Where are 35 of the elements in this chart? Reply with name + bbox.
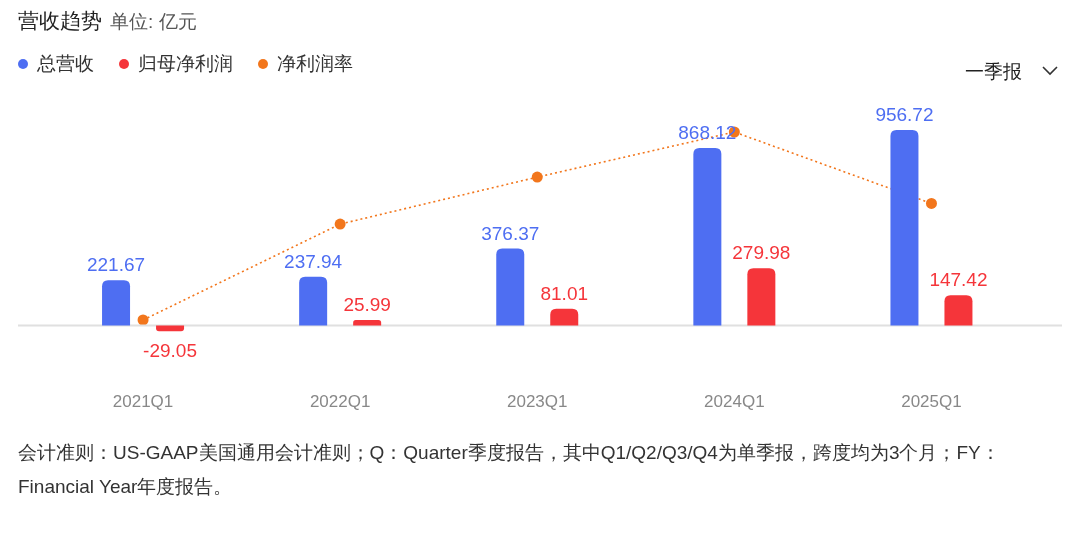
bar [890, 130, 919, 326]
legend-label: 总营收 [36, 53, 94, 74]
data-label: 237.94 [284, 250, 343, 272]
bar [693, 148, 722, 326]
text: 会计准则：US-GAAP美国通用会计准则；Q：Quarter季度报告，其中Q1/Q2/Q3/Q4为单季报，跨度均为3个月；FY：Financial Year年度报告。 [18, 441, 1001, 499]
bar [156, 325, 185, 332]
bar [496, 248, 525, 326]
legend: 净利润率 [258, 53, 353, 74]
data-label: 147.42 [929, 269, 988, 291]
bar [102, 280, 131, 326]
x-tick-label: 2023Q1 [507, 392, 568, 411]
point [334, 218, 346, 230]
x-tick-label: 2025Q1 [901, 392, 962, 411]
data-label: 81.01 [540, 282, 589, 304]
bar [944, 295, 973, 326]
legend-label: 归母净利润 [138, 53, 233, 74]
data-label: -29.05 [143, 340, 197, 362]
point [531, 171, 543, 183]
bar [747, 268, 776, 326]
bar [299, 276, 328, 326]
bar [353, 320, 382, 326]
text: 一季报 [965, 61, 1022, 82]
point [925, 197, 937, 209]
x-tick-label: 2021Q1 [112, 392, 174, 411]
legend-label: 净利润率 [277, 53, 353, 74]
data-label: 25.99 [343, 294, 391, 316]
bar [550, 308, 579, 326]
chart-title: 营收趋势 [18, 9, 102, 32]
chart-subtitle: 单位: 亿元 [110, 11, 197, 32]
data-label: 221.67 [86, 254, 146, 276]
data-label: 956.72 [875, 104, 934, 125]
data-label: 376.37 [481, 222, 540, 244]
x-tick-label: 2024Q1 [704, 392, 765, 411]
data-label: 279.98 [732, 242, 791, 264]
x-tick-label: 2022Q1 [309, 392, 371, 411]
